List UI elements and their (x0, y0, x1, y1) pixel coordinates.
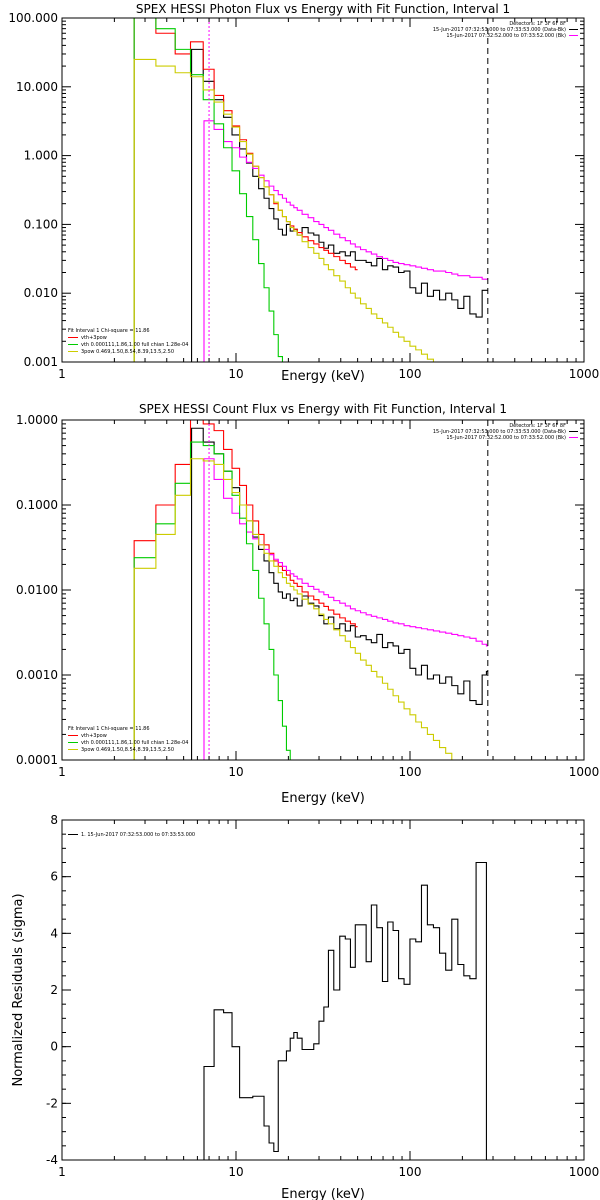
data-series-4 (133, 441, 291, 760)
chart-panel-1: SPEX HESSI Photon Flux vs Energy with Fi… (8, 2, 600, 384)
plot-frame (61, 17, 585, 363)
x-axis-label: Energy (keV) (281, 1187, 365, 1200)
legend-header-text: 15-Jun-2017 07:32:52.000 to 07:33:52.000… (446, 435, 566, 441)
data-series-5 (133, 458, 455, 760)
y-tick-label: -4 (46, 1153, 58, 1167)
legend-header-text: Detectors: 1F 3F 6F 8F (509, 21, 566, 27)
chart-title: SPEX HESSI Count Flux vs Energy with Fit… (139, 402, 507, 416)
y-tick-label: 4 (50, 926, 58, 940)
legend-entry: 3pow 0.469,1.50,8.54,8.39,13.5,2.50 (81, 747, 174, 753)
legend-header-text: Detectors: 1F 3F 6F 8F (509, 423, 566, 429)
legend-entry: vth+3pow (81, 335, 107, 341)
y-tick-label: 1.0000 (16, 413, 58, 427)
series-group (133, 18, 488, 362)
x-tick-label: 100 (399, 1165, 422, 1179)
x-tick-label: 1 (58, 367, 66, 381)
y-tick-label: 0.0100 (16, 583, 58, 597)
x-tick-label: 100 (399, 367, 422, 381)
data-series-4 (133, 18, 284, 362)
x-tick-label: 1 (58, 765, 66, 779)
y-tick-label: 2 (50, 983, 58, 997)
y-tick-label: 6 (50, 870, 58, 884)
plot-frame (61, 819, 585, 1161)
y-tick-label: 1.000 (24, 149, 58, 163)
x-tick-label: 1 (58, 1165, 66, 1179)
y-tick-label: 10.000 (16, 80, 58, 94)
data-series-1 (191, 48, 488, 362)
x-tick-label: 100 (399, 765, 422, 779)
series-group (203, 861, 488, 1160)
x-tick-label: 10 (228, 1165, 243, 1179)
y-tick-label: 0.001 (24, 355, 58, 369)
series-group (133, 420, 488, 760)
data-series-3 (203, 120, 488, 362)
x-tick-label: 1000 (569, 765, 600, 779)
legend-entry: 3pow 0.469,1.50,8.54,8.39,13.5,2.50 (81, 349, 174, 355)
y-tick-label: 100.000 (8, 11, 58, 25)
y-tick-label: 0.0001 (16, 753, 58, 767)
chart-panel-2: SPEX HESSI Count Flux vs Energy with Fit… (16, 402, 599, 806)
y-tick-label: 0.0010 (16, 668, 58, 682)
legend-entry: vth+3pow (81, 733, 107, 739)
x-tick-label: 1000 (569, 1165, 600, 1179)
data-series-5 (133, 58, 441, 362)
legend-entry: 1. 15-Jun-2017 07:32:53.000 to 07:33:53.… (81, 832, 195, 838)
y-tick-label: 0.010 (24, 286, 58, 300)
y-tick-label: 0 (50, 1040, 58, 1054)
data-series-2 (133, 420, 358, 760)
legend-header-text: 15-Jun-2017 07:32:52.000 to 07:33:52.000… (446, 33, 566, 39)
legend-header-text: 15-Jun-2017 07:32:53.000 to 07:33:53.000… (433, 429, 566, 435)
x-tick-label: 10 (228, 367, 243, 381)
data-series-2 (133, 18, 358, 362)
y-tick-label: 0.100 (24, 217, 58, 231)
legend-entry: Fit Interval 1 Chi-square = 11.86 (68, 328, 150, 334)
data-series-1 (191, 427, 488, 760)
y-axis-label: Normalized Residuals (sigma) (11, 893, 26, 1086)
x-tick-label: 10 (228, 765, 243, 779)
y-tick-label: 0.1000 (16, 498, 58, 512)
y-tick-label: 8 (50, 813, 58, 827)
data-series-1 (203, 861, 488, 1160)
chart-title: SPEX HESSI Photon Flux vs Energy with Fi… (136, 2, 510, 16)
legend-header-text: 15-Jun-2017 07:32:53.000 to 07:33:53.000… (433, 27, 566, 33)
legend-entry: vth 0.000111,1.86,1.00 full chian 1.28e-… (81, 342, 188, 348)
plot-frame (61, 419, 585, 761)
x-tick-label: 1000 (569, 367, 600, 381)
legend-entry: vth 0.000111,1.86,1.00 full chian 1.28e-… (81, 740, 188, 746)
x-axis-label: Energy (keV) (281, 791, 365, 806)
chart-panel-3: 1 10 100 1000 Energy (keV) 8 6 4 2 0 -2 -4 Normalize… (11, 813, 599, 1200)
y-tick-label: -2 (46, 1096, 58, 1110)
x-axis-label: Energy (keV) (281, 369, 365, 384)
legend-entry: Fit Interval 1 Chi-square = 11.86 (68, 726, 150, 732)
